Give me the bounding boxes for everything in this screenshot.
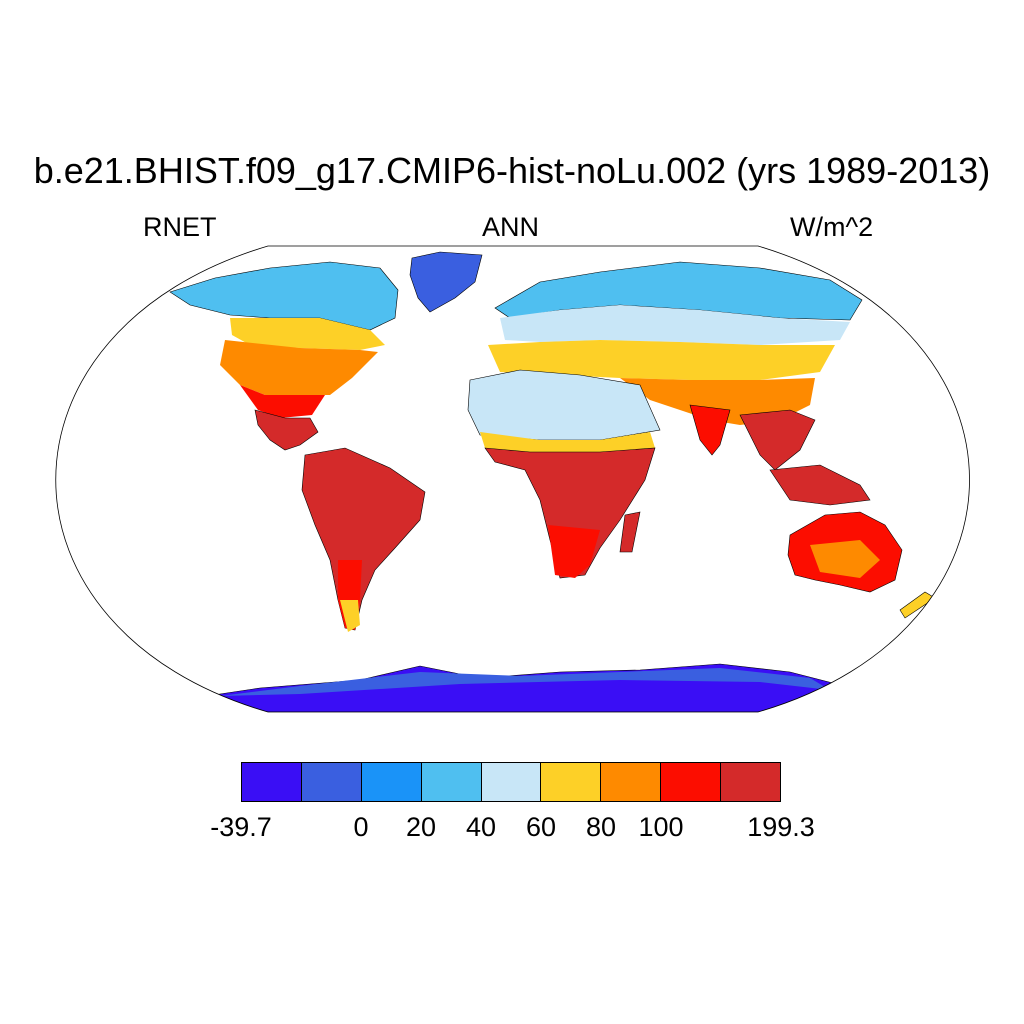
colorbar-label: 0 bbox=[353, 812, 369, 842]
eurasia-temperate bbox=[500, 305, 850, 345]
colorbar-label: 100 bbox=[638, 812, 684, 842]
colorbar bbox=[241, 762, 781, 802]
southeast-asia bbox=[739, 409, 816, 471]
madagascar bbox=[619, 511, 641, 553]
variable-label: RNET bbox=[143, 212, 217, 242]
central-america bbox=[254, 409, 319, 451]
colorbar-box-8 bbox=[721, 763, 781, 801]
colorbar-box-5 bbox=[541, 763, 602, 801]
antarctica-edge bbox=[220, 668, 830, 696]
colorbar-box-3 bbox=[421, 763, 482, 801]
colorbar-box-2 bbox=[361, 763, 422, 801]
colorbar-box-7 bbox=[661, 763, 722, 801]
north-africa bbox=[467, 369, 661, 441]
colorbar-label: 80 bbox=[585, 812, 617, 842]
plot-title: b.e21.BHIST.f09_g17.CMIP6-hist-noLu.002 … bbox=[33, 150, 991, 191]
indonesia bbox=[769, 464, 871, 506]
units-label: W/m^2 bbox=[790, 212, 874, 242]
greenland bbox=[409, 251, 483, 313]
north-america-us bbox=[220, 340, 378, 395]
southern-africa bbox=[548, 525, 600, 578]
colorbar-box-0 bbox=[242, 763, 302, 801]
colorbar-label: 40 bbox=[465, 812, 497, 842]
antarctica bbox=[149, 663, 901, 712]
south-asia bbox=[689, 404, 731, 456]
map-boundary bbox=[55, 245, 970, 713]
eurasia-arctic bbox=[494, 261, 863, 321]
eurasia-mid bbox=[488, 340, 835, 380]
colorbar-label: 20 bbox=[405, 812, 437, 842]
colorbar-label: -39.7 bbox=[210, 812, 272, 842]
colorbar-label: 199.3 bbox=[747, 812, 815, 842]
australia-interior bbox=[810, 540, 880, 578]
patagonia bbox=[340, 600, 360, 632]
north-america-arctic bbox=[169, 261, 399, 331]
colorbar-label: 60 bbox=[525, 812, 557, 842]
central-africa bbox=[484, 447, 656, 579]
season-label: ANN bbox=[482, 212, 540, 242]
colorbar-box-4 bbox=[481, 763, 542, 801]
sahel bbox=[480, 432, 655, 452]
colorbar-box-1 bbox=[301, 763, 362, 801]
colorbar-box-6 bbox=[601, 763, 662, 801]
new-zealand bbox=[899, 591, 936, 619]
north-america-canada bbox=[230, 318, 385, 350]
south-america bbox=[301, 447, 426, 631]
north-america-south bbox=[240, 385, 325, 418]
